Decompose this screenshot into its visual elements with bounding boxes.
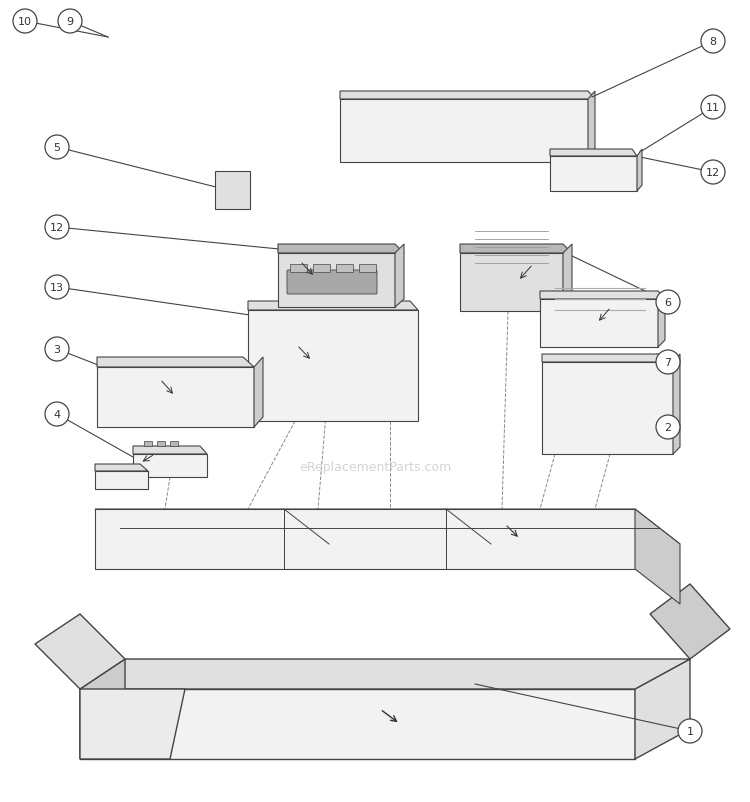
Text: eReplacementParts.com: eReplacementParts.com [298,461,451,474]
Polygon shape [395,245,404,308]
Polygon shape [80,659,690,689]
Polygon shape [80,689,635,759]
Polygon shape [95,472,148,489]
Polygon shape [550,150,637,157]
Text: 6: 6 [664,298,671,308]
Polygon shape [80,659,125,759]
Text: 2: 2 [664,423,671,432]
Polygon shape [95,464,148,472]
Polygon shape [340,100,588,163]
Polygon shape [35,614,125,689]
FancyBboxPatch shape [287,270,377,294]
Bar [313,265,330,273]
Bar [336,265,353,273]
Text: 3: 3 [53,345,61,354]
Polygon shape [658,292,665,347]
Polygon shape [340,92,595,100]
Polygon shape [97,358,254,367]
Polygon shape [673,354,680,455]
Polygon shape [588,92,595,163]
Polygon shape [248,302,418,310]
Polygon shape [542,363,673,455]
Circle shape [656,290,680,314]
Polygon shape [278,245,404,253]
Polygon shape [550,157,637,192]
Polygon shape [540,300,658,347]
Text: 13: 13 [50,282,64,293]
Circle shape [45,338,69,362]
Text: 11: 11 [706,103,720,113]
Bar [290,265,307,273]
Text: 8: 8 [710,37,716,47]
Polygon shape [650,585,730,659]
Circle shape [678,719,702,743]
Circle shape [701,96,725,119]
Polygon shape [635,659,690,759]
Circle shape [701,160,725,184]
Polygon shape [637,150,642,192]
Polygon shape [170,441,178,447]
Circle shape [656,415,680,439]
Text: 1: 1 [686,726,694,736]
Circle shape [58,10,82,34]
Polygon shape [95,509,680,545]
Polygon shape [460,253,563,312]
Polygon shape [540,292,665,300]
Polygon shape [157,441,165,447]
Circle shape [701,30,725,54]
Polygon shape [278,253,395,308]
Polygon shape [248,310,418,422]
Polygon shape [144,441,152,447]
Text: 7: 7 [664,358,671,367]
Polygon shape [254,358,263,427]
Circle shape [45,136,69,160]
Polygon shape [95,509,635,569]
Polygon shape [215,172,250,210]
Text: 4: 4 [53,410,61,419]
Bar [359,265,376,273]
Circle shape [45,403,69,427]
Polygon shape [542,354,673,363]
Polygon shape [133,455,207,477]
Circle shape [45,216,69,240]
Polygon shape [80,689,185,759]
Text: 10: 10 [18,17,32,27]
Polygon shape [460,245,572,253]
Polygon shape [97,367,254,427]
Polygon shape [635,509,680,604]
Circle shape [13,10,37,34]
Circle shape [656,350,680,375]
Polygon shape [563,245,572,312]
Text: 12: 12 [706,168,720,178]
Polygon shape [133,447,207,455]
Text: 9: 9 [67,17,74,27]
Circle shape [45,276,69,300]
Text: 12: 12 [50,223,64,233]
Text: 5: 5 [53,143,61,153]
